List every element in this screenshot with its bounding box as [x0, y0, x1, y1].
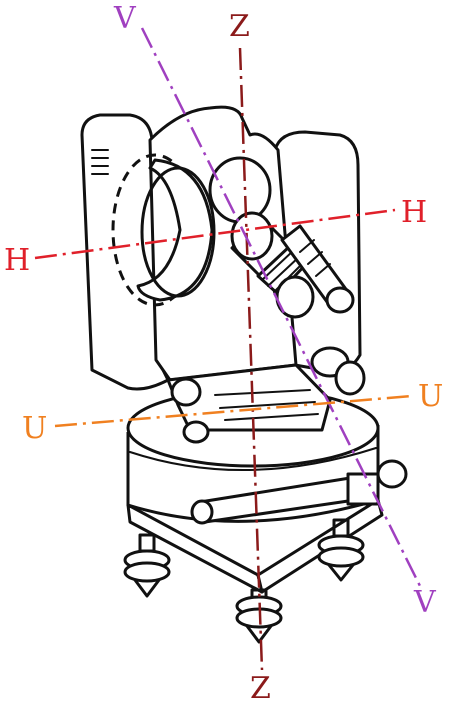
axis-v-bottom-label: V — [413, 585, 437, 620]
axis-u-line — [54, 394, 413, 428]
axis-u-left-label: U — [22, 411, 47, 446]
vertical-clamp-knob — [310, 346, 366, 396]
axis-v — [140, 27, 422, 587]
axis-h-line — [34, 208, 396, 260]
leveling-foot-right — [317, 518, 365, 582]
axis-z-line — [238, 47, 264, 671]
eyepiece-arm — [280, 224, 355, 314]
left-standard — [80, 113, 170, 391]
leveling-foot-left — [123, 533, 171, 598]
axis-h-right-label: H — [401, 195, 427, 230]
axis-h — [34, 208, 396, 260]
theodolite-drawing — [80, 105, 408, 644]
horizontal-tangent-knob — [170, 377, 210, 444]
axis-z-bottom-label: Z — [250, 671, 271, 704]
axis-v-top-label: V — [113, 1, 137, 36]
axis-h-left-label: H — [4, 243, 30, 278]
axis-z — [238, 47, 264, 671]
vertical-circle — [111, 153, 216, 307]
axis-u-right-label: U — [418, 379, 443, 414]
axis-z-top-label: Z — [229, 9, 250, 44]
horizontal-clamp — [190, 459, 408, 525]
axis-v-line — [140, 27, 422, 587]
axis-u — [54, 394, 413, 428]
